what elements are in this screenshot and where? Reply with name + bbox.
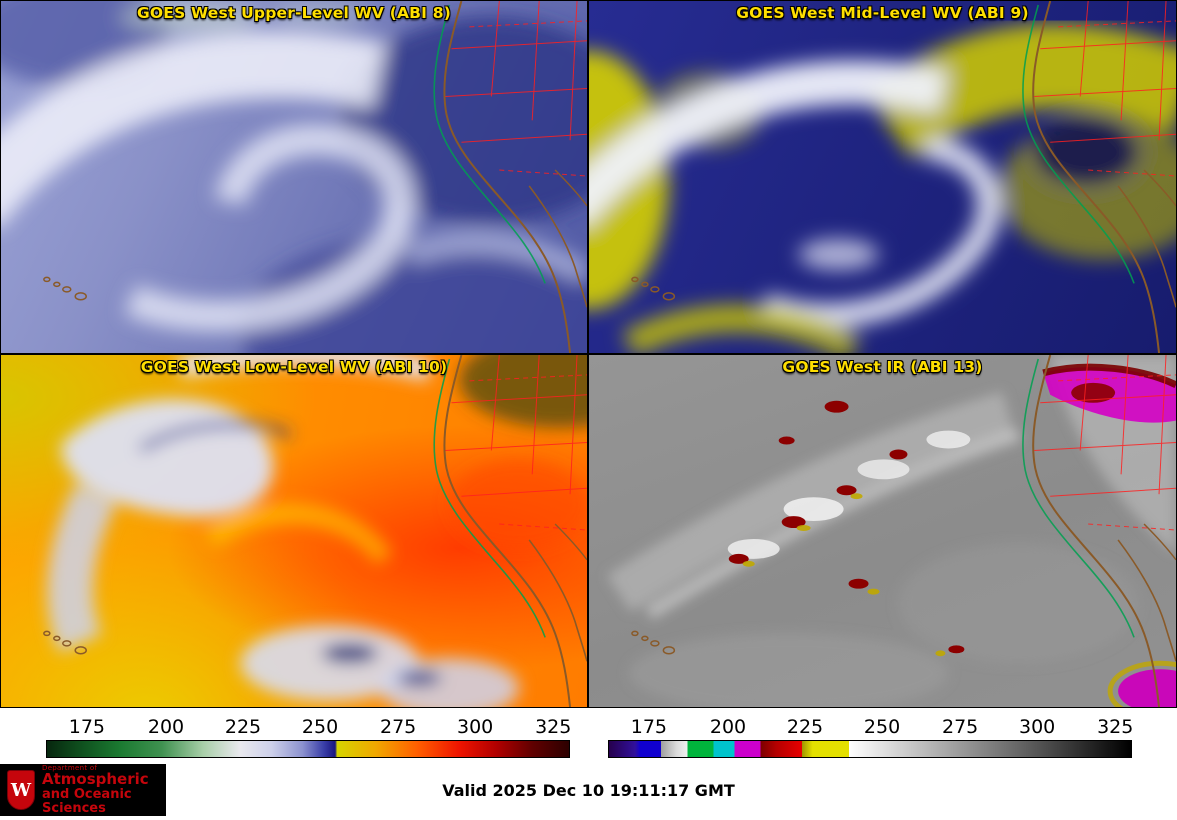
ir-colorbar: 175 200 225 250 275 300 325 — [608, 716, 1134, 758]
tick-label: 225 — [224, 716, 262, 738]
map-boundaries-overlay — [42, 1, 587, 353]
map-boundaries-overlay — [630, 1, 1176, 353]
panel-title-abi8: GOES West Upper-Level WV (ABI 8) — [136, 4, 452, 22]
tick-label: 225 — [786, 716, 824, 738]
satellite-panel-grid: GOES West Upper-Level WV (ABI 8) — [0, 0, 1177, 708]
wv-colorbar-gradient — [46, 740, 570, 758]
wv-colorbar-ticks: 175 200 225 250 275 300 325 — [46, 716, 572, 740]
aos-department-logo[interactable]: W Department of Atmospheric and Oceanic … — [0, 764, 166, 816]
map-boundaries-overlay — [42, 355, 587, 707]
valid-time-label: Valid 2025 Dec 10 19:11:17 GMT — [442, 780, 735, 800]
low-wv-imagery — [47, 355, 587, 707]
colorbar-row: 175 200 225 250 275 300 325 175 200 225 … — [0, 716, 1177, 758]
upper-wv-imagery — [1, 1, 587, 353]
tick-label: 200 — [709, 716, 747, 738]
tick-label: 250 — [301, 716, 339, 738]
panel-upper-level-wv-abi8[interactable]: GOES West Upper-Level WV (ABI 8) — [0, 0, 588, 354]
logo-text: Department of Atmospheric and Oceanic Sc… — [42, 763, 159, 816]
ir-colorbar-ticks: 175 200 225 250 275 300 325 — [608, 716, 1134, 740]
footer: Valid 2025 Dec 10 19:11:17 GMT W Departm… — [0, 764, 1177, 816]
uw-crest-icon: W — [7, 770, 35, 810]
logo-line-2: and Oceanic Sciences — [42, 786, 132, 816]
tick-label: 250 — [863, 716, 901, 738]
tick-label: 200 — [147, 716, 185, 738]
ir-colorbar-gradient — [608, 740, 1132, 758]
tick-label: 175 — [630, 716, 667, 738]
mid-wv-imagery — [589, 23, 1176, 353]
logo-dept-line: Department of — [42, 763, 98, 772]
ir-imagery — [606, 355, 1176, 707]
logo-line-1: Atmospheric — [42, 770, 149, 789]
tick-label: 275 — [379, 716, 417, 738]
panel-title-abi9: GOES West Mid-Level WV (ABI 9) — [736, 4, 1029, 22]
tick-label: 275 — [941, 716, 979, 738]
panel-ir-abi13[interactable]: GOES West IR (ABI 13) — [588, 354, 1177, 708]
tick-label: 300 — [457, 716, 494, 738]
panel-mid-level-wv-abi9[interactable]: GOES West Mid-Level WV (ABI 9) — [588, 0, 1177, 354]
tick-label: 300 — [1019, 716, 1056, 738]
tick-label: 325 — [1097, 716, 1134, 738]
map-boundaries-overlay — [630, 355, 1176, 707]
tick-label: 175 — [68, 716, 105, 738]
panel-title-abi10: GOES West Low-Level WV (ABI 10) — [140, 358, 448, 376]
tick-label: 325 — [535, 716, 572, 738]
panel-low-level-wv-abi10[interactable]: GOES West Low-Level WV (ABI 10) — [0, 354, 588, 708]
wv-colorbar: 175 200 225 250 275 300 325 — [46, 716, 572, 758]
panel-title-abi13: GOES West IR (ABI 13) — [782, 358, 983, 376]
